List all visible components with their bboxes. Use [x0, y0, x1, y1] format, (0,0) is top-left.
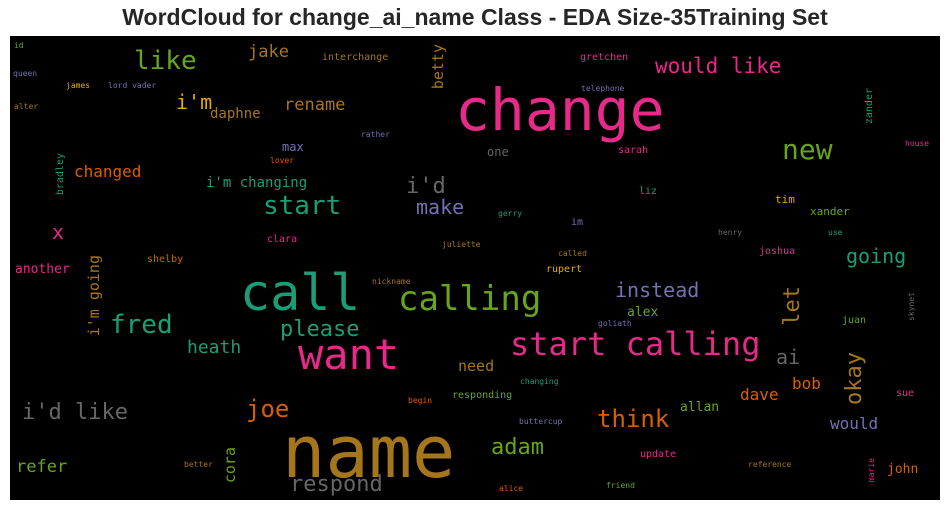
word: i'd like — [22, 400, 128, 425]
word: would — [830, 414, 879, 433]
word: update — [640, 449, 677, 460]
word: changed — [74, 162, 142, 181]
word: telephone — [581, 84, 625, 93]
word: new — [782, 133, 833, 166]
word: let — [780, 286, 805, 326]
word: please — [280, 317, 360, 342]
word: fred — [110, 310, 173, 340]
word: bradley — [55, 153, 66, 196]
word: sarah — [618, 145, 649, 156]
word: i'd — [406, 174, 446, 199]
word: henry — [718, 228, 743, 237]
word: friend — [606, 481, 635, 490]
word: i'm going — [85, 255, 103, 337]
word: okay — [842, 352, 867, 405]
word: refer — [16, 457, 68, 477]
word: ai — [776, 345, 801, 369]
word: max — [282, 140, 304, 154]
word: another — [15, 262, 70, 277]
word: lover — [270, 156, 295, 165]
word: interchange — [322, 52, 389, 63]
word: im — [571, 217, 584, 228]
word: juan — [842, 315, 867, 326]
word: lord vader — [108, 81, 157, 90]
word: tim — [775, 193, 795, 206]
word: jake — [248, 42, 289, 62]
word: clara — [267, 234, 298, 245]
word: heath — [187, 337, 242, 358]
word: make — [416, 195, 465, 219]
word: cora — [221, 447, 239, 484]
word: name — [282, 410, 456, 494]
word: reference — [748, 460, 792, 469]
word: start calling — [510, 325, 761, 363]
chart-title: WordCloud for change_ai_name Class - EDA… — [122, 4, 828, 30]
word: changing — [520, 377, 559, 386]
word: joshua — [759, 246, 796, 257]
word: dave — [740, 385, 779, 404]
word: daphne — [210, 106, 261, 122]
word: alter — [14, 102, 39, 111]
word: start — [263, 191, 342, 221]
word: rename — [284, 95, 346, 115]
word: house — [905, 139, 930, 148]
word: shelby — [147, 254, 184, 265]
word: like — [134, 46, 197, 76]
word: one — [487, 145, 509, 159]
word: james — [66, 81, 91, 90]
word: gerry — [498, 209, 523, 218]
word: adam — [491, 435, 544, 460]
word: betty — [429, 44, 447, 90]
word: xander — [810, 205, 850, 218]
word: respond — [290, 472, 383, 497]
word: liz — [639, 186, 658, 197]
word: nickname — [372, 277, 411, 286]
word: i'm — [176, 90, 213, 114]
word: gretchen — [580, 52, 629, 63]
word: begin — [408, 396, 433, 405]
word: use — [828, 228, 843, 237]
word: want — [298, 330, 400, 379]
word: john — [887, 462, 919, 477]
word: better — [184, 460, 213, 469]
word: skynet — [907, 292, 916, 321]
word: zander — [864, 88, 875, 125]
word: sue — [896, 388, 915, 399]
word: juliette — [442, 240, 481, 249]
word: alice — [499, 484, 524, 493]
word: call — [240, 264, 361, 322]
word: rather — [361, 130, 390, 139]
word: goliath — [598, 319, 632, 328]
word: allan — [680, 400, 720, 415]
word: calling — [398, 279, 542, 319]
word: alex — [627, 305, 659, 320]
word: x — [52, 220, 65, 244]
word: change — [455, 76, 665, 144]
word: need — [458, 357, 495, 375]
word: would like — [655, 54, 782, 78]
word: responding — [452, 390, 513, 401]
word: bob — [792, 374, 821, 393]
word: queen — [13, 69, 38, 78]
word: instead — [615, 278, 700, 302]
word: i'm changing — [206, 175, 308, 191]
word: going — [846, 244, 907, 268]
word: think — [597, 405, 670, 433]
word: rupert — [546, 264, 583, 275]
word: id — [14, 41, 24, 50]
word: buttercup — [519, 417, 563, 426]
word: joe — [246, 395, 290, 423]
word: called — [558, 249, 587, 258]
word-cloud: name change call want calling start calling ne… — [10, 36, 940, 500]
word: marie — [867, 458, 876, 483]
